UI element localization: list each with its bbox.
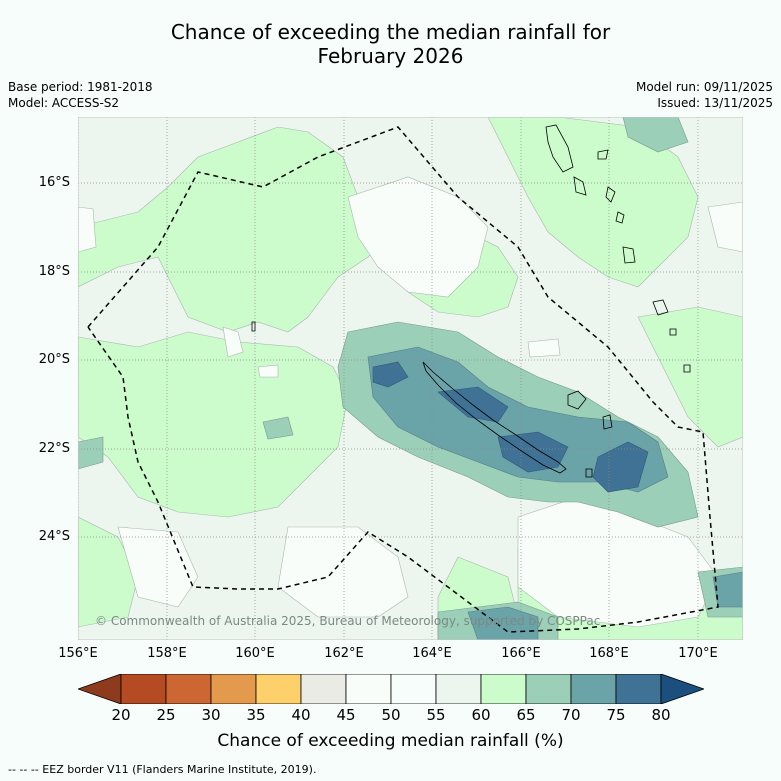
- colorbar-segment: [120, 674, 167, 704]
- eez-border: [87, 126, 719, 633]
- zone-60-65: [78, 117, 743, 640]
- colorbar-tick-label: 55: [426, 706, 446, 724]
- meta-right: Model run: 09/11/2025 Issued: 13/11/2025: [636, 79, 773, 111]
- colorbar-tick-label: 20: [111, 706, 131, 724]
- graticule: [78, 117, 743, 640]
- colorbar-segment: [300, 674, 347, 704]
- colorbar-tick-label: 65: [516, 706, 536, 724]
- vanuatu-outline: [251, 124, 691, 373]
- colorbar-segment: [615, 674, 662, 704]
- lat-label-22s: 22°S: [38, 441, 70, 456]
- lat-label-20s: 20°S: [38, 352, 70, 367]
- colorbar-segment: [435, 674, 482, 704]
- colorbar-segment: [525, 674, 572, 704]
- eez-footnote: -- -- -- EEZ border V11 (Flanders Marine…: [8, 763, 317, 776]
- colorbar-segment: [210, 674, 257, 704]
- colorbar-segment: [480, 674, 527, 704]
- lon-label-160e: 160°E: [235, 646, 275, 661]
- colorbar-segment: [570, 674, 617, 704]
- lat-label-24s: 24°S: [38, 529, 70, 544]
- new-caledonia-outline: [422, 361, 567, 474]
- lat-label-18s: 18°S: [38, 264, 70, 279]
- zone-75-80: [372, 361, 649, 493]
- map-frame: [78, 117, 743, 640]
- map-title: Chance of exceeding the median rainfall …: [0, 20, 781, 68]
- colorbar-segments: [120, 674, 662, 704]
- colorbar-tick-label: 60: [471, 706, 491, 724]
- lon-label-156e: 156°E: [58, 646, 98, 661]
- lifou-outline: [567, 390, 587, 410]
- colorbar: [78, 674, 704, 704]
- model-name: Model: ACCESS-S2: [8, 96, 120, 110]
- zone-45-50: [78, 176, 743, 628]
- lon-label-162e: 162°E: [324, 646, 364, 661]
- meta-left: Base period: 1981-2018 Model: ACCESS-S2: [8, 79, 153, 111]
- colorbar-segment: [345, 674, 392, 704]
- base-period: Base period: 1981-2018: [8, 80, 153, 94]
- lon-label-166e: 166°E: [501, 646, 541, 661]
- model-run: Model run: 09/11/2025: [635, 80, 773, 94]
- lat-label-16s: 16°S: [38, 175, 70, 190]
- colorbar-tick-label: 75: [606, 706, 626, 724]
- mare-outline: [602, 414, 613, 430]
- colorbar-tick-label: 45: [336, 706, 356, 724]
- colorbar-tick-label: 40: [291, 706, 311, 724]
- colorbar-tick-label: 80: [651, 706, 671, 724]
- colorbar-label: Chance of exceeding median rainfall (%): [217, 731, 564, 751]
- colorbar-tick-label: 35: [246, 706, 266, 724]
- colorbar-segment: [255, 674, 302, 704]
- lon-label-164e: 164°E: [412, 646, 452, 661]
- colorbar-over-arrow: [660, 674, 704, 704]
- colorbar-segment: [390, 674, 437, 704]
- colorbar-tick-label: 25: [156, 706, 176, 724]
- colorbar-tick-label: 50: [381, 706, 401, 724]
- title-line-1: Chance of exceeding the median rainfall …: [170, 20, 611, 44]
- colorbar-tick-label: 30: [201, 706, 221, 724]
- issued-date: Issued: 13/11/2025: [657, 96, 773, 110]
- lon-label-168e: 168°E: [589, 646, 629, 661]
- copyright-notice: © Commonwealth of Australia 2025, Bureau…: [95, 614, 601, 628]
- isle-of-pines-outline: [585, 468, 593, 478]
- lon-label-170e: 170°E: [678, 646, 718, 661]
- colorbar-under-arrow: [78, 674, 122, 704]
- title-line-2: February 2026: [317, 44, 464, 68]
- colorbar-tick-label: 70: [561, 706, 581, 724]
- rainfall-map: [78, 117, 743, 640]
- colorbar-segment: [165, 674, 212, 704]
- lon-label-158e: 158°E: [147, 646, 187, 661]
